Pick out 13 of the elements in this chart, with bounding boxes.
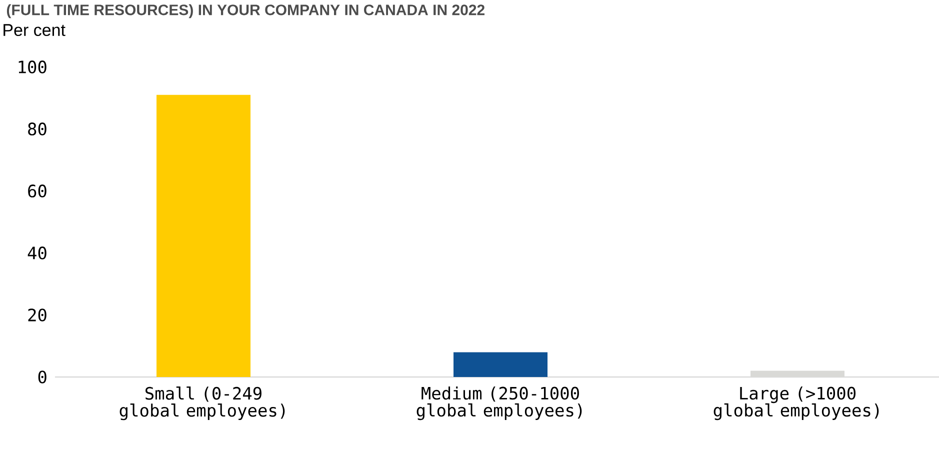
x-tick-label: Medium (250-1000 global employees) xyxy=(416,386,582,420)
x-tick-label: Small (0-249 global employees) xyxy=(120,386,285,420)
y-tick-label: 60 xyxy=(28,184,46,198)
bar xyxy=(156,94,250,377)
y-tick-label: 100 xyxy=(18,60,46,74)
y-tick-label: 20 xyxy=(28,308,46,322)
x-tick-label: Large (>1000 global employees) xyxy=(714,386,879,420)
y-tick-label: 0 xyxy=(38,370,46,384)
y-tick-label: 80 xyxy=(28,122,46,136)
y-axis-title: Per cent xyxy=(4,24,66,36)
chart-title: (FULL TIME RESOURCES) IN YOUR COMPANY IN CANADA IN 2022 xyxy=(6,4,484,18)
bar xyxy=(454,352,548,377)
y-tick-label: 40 xyxy=(28,246,46,260)
